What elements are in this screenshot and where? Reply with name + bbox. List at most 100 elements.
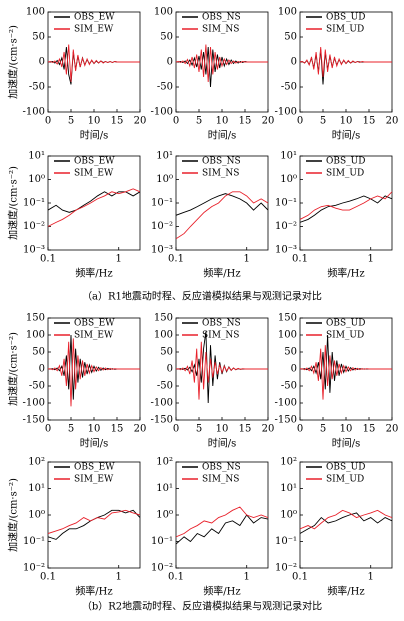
y-tick-label: 10² <box>156 457 173 468</box>
series-line <box>176 193 268 216</box>
y-tick-label: 100 <box>278 330 297 341</box>
y-tick-label: 10⁻² <box>151 221 173 232</box>
y-tick-label: -100 <box>275 398 297 409</box>
x-tick-label: 0 <box>297 116 303 127</box>
x-axis-label: 频率/Hz <box>327 585 364 598</box>
y-tick-label: 100 <box>154 7 173 18</box>
y-tick-label: -100 <box>23 107 45 118</box>
x-tick-label: 5 <box>320 116 326 127</box>
y-tick-label: -50 <box>29 381 45 392</box>
series-line <box>176 514 268 545</box>
y-tick-label: -50 <box>281 82 297 93</box>
y-tick-label: 10⁻² <box>23 221 45 232</box>
y-tick-label: -50 <box>157 82 173 93</box>
y-tick-label: 10⁻² <box>23 563 45 574</box>
x-tick-label: 15 <box>363 116 376 127</box>
y-tick-label: 50 <box>160 347 173 358</box>
y-tick-label: 10¹ <box>28 151 45 162</box>
x-tick-label: 0.1 <box>168 572 184 583</box>
series-line <box>300 191 392 220</box>
x-axis-label: 时间/s <box>208 129 237 142</box>
y-tick-label: -50 <box>29 82 45 93</box>
legend-label: OBS_NS <box>202 13 241 23</box>
y-tick-label: 10⁻¹ <box>275 198 297 209</box>
x-tick-label: 0 <box>45 116 51 127</box>
x-tick-label: 0 <box>173 116 179 127</box>
x-tick-label: 5 <box>68 116 74 127</box>
series-line <box>176 506 268 538</box>
legend-label: SIM_UD <box>326 475 364 485</box>
x-tick-label: 20 <box>262 116 275 127</box>
y-tick-label: 10¹ <box>156 483 173 494</box>
y-tick-label: 10⁰ <box>156 510 173 521</box>
y-axis-label: 加速度/(cm·s⁻²) <box>7 166 20 240</box>
series-line <box>48 191 140 213</box>
y-tick-label: 10¹ <box>280 151 297 162</box>
x-tick-label: 1 <box>244 254 250 265</box>
y-tick-label: 0 <box>167 364 173 375</box>
x-tick-label: 5 <box>68 424 74 435</box>
y-tick-label: 10¹ <box>156 151 173 162</box>
y-tick-label: 10⁻² <box>275 563 297 574</box>
x-tick-label: 0.1 <box>292 254 308 265</box>
x-tick-label: 10 <box>88 116 101 127</box>
series-line <box>48 44 140 83</box>
x-tick-label: 10 <box>216 116 229 127</box>
series-line <box>176 191 268 240</box>
series-line <box>48 334 140 400</box>
legend-label: OBS_EW <box>74 157 115 167</box>
x-tick-label: 15 <box>239 116 252 127</box>
y-tick-label: 10¹ <box>280 483 297 494</box>
series-line <box>300 46 392 78</box>
x-axis-label: 时间/s <box>332 129 361 142</box>
y-tick-label: -100 <box>151 398 173 409</box>
y-tick-label: -150 <box>23 415 45 426</box>
y-tick-label: -50 <box>281 381 297 392</box>
y-tick-label: 100 <box>26 7 45 18</box>
y-tick-label: 50 <box>160 32 173 43</box>
y-axis-label: 加速度/(cm·s⁻²) <box>7 332 20 406</box>
caption: （b）R2地震动时程、反应谱模拟结果与观测记录对比 <box>82 600 322 613</box>
x-axis-label: 时间/s <box>332 437 361 450</box>
y-tick-label: 10⁻¹ <box>23 198 45 209</box>
x-tick-label: 1 <box>244 572 250 583</box>
y-tick-label: 0 <box>167 57 173 68</box>
x-tick-label: 10 <box>340 424 353 435</box>
series-line <box>300 512 392 534</box>
x-tick-label: 10 <box>340 116 353 127</box>
x-tick-label: 15 <box>111 424 124 435</box>
y-tick-label: 10⁻¹ <box>275 536 297 547</box>
y-tick-label: 0 <box>291 364 297 375</box>
y-tick-label: 150 <box>26 313 45 324</box>
x-tick-label: 0 <box>45 424 51 435</box>
y-tick-label: 10⁰ <box>280 174 297 185</box>
y-tick-label: 10⁻³ <box>23 245 45 256</box>
legend-label: SIM_NS <box>202 169 239 179</box>
x-tick-label: 20 <box>134 116 147 127</box>
x-tick-label: 15 <box>239 424 252 435</box>
legend-label: SIM_NS <box>202 331 239 341</box>
y-tick-label: -150 <box>275 415 297 426</box>
x-tick-label: 0.1 <box>40 254 56 265</box>
legend-label: SIM_EW <box>74 331 114 341</box>
x-tick-label: 1 <box>368 254 374 265</box>
x-axis-label: 时间/s <box>80 437 109 450</box>
y-tick-label: 0 <box>39 364 45 375</box>
series-line <box>300 334 392 393</box>
caption: （a）R1地震动时程、反应谱模拟结果与观测记录对比 <box>82 290 322 303</box>
y-tick-label: 150 <box>278 313 297 324</box>
y-tick-label: 100 <box>278 7 297 18</box>
x-axis-label: 频率/Hz <box>327 267 364 280</box>
y-tick-label: 10⁰ <box>280 510 297 521</box>
y-tick-label: -50 <box>157 381 173 392</box>
series-line <box>176 341 268 400</box>
y-tick-label: 10⁰ <box>156 174 173 185</box>
series-line <box>176 44 268 83</box>
series-line <box>48 509 140 540</box>
x-tick-label: 1 <box>368 572 374 583</box>
x-tick-label: 20 <box>386 116 399 127</box>
y-tick-label: 50 <box>284 32 297 43</box>
y-tick-label: 10⁰ <box>28 174 45 185</box>
x-tick-label: 0.1 <box>168 254 184 265</box>
y-tick-label: 10⁻³ <box>275 245 297 256</box>
